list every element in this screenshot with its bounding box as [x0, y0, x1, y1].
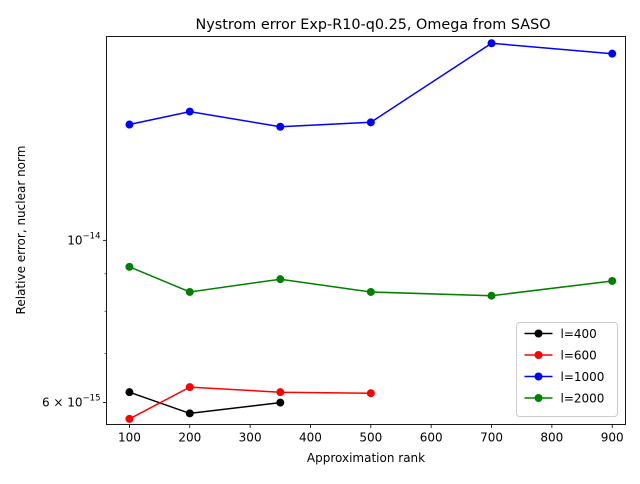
legend-item-l=400: l=400	[524, 327, 597, 341]
series-l=400	[125, 388, 285, 418]
data-point	[366, 118, 375, 127]
legend-label: l=400	[561, 327, 597, 341]
x-tick-label: 300	[239, 431, 262, 445]
series-line	[129, 42, 613, 128]
x-axis-label: Approximation rank	[307, 451, 425, 465]
legend-item-l=1000: l=1000	[524, 370, 605, 384]
data-point	[276, 122, 285, 131]
x-tick-label: 500	[359, 431, 382, 445]
data-point	[608, 276, 617, 285]
x-tick-label: 700	[480, 431, 503, 445]
series-l=600	[125, 383, 375, 423]
series-l=2000	[125, 262, 617, 300]
series-layer	[125, 39, 617, 423]
data-point	[366, 287, 375, 296]
data-point	[185, 409, 194, 418]
y-tick-label: 6 × 10−15	[42, 394, 101, 410]
y-tick-label: 10−14	[67, 231, 100, 247]
legend-marker	[534, 394, 543, 402]
data-point	[125, 414, 134, 423]
x-tick-label: 900	[601, 431, 624, 445]
data-point	[185, 107, 194, 116]
x-tick-label: 400	[299, 431, 322, 445]
data-point	[185, 287, 194, 296]
legend-marker	[534, 329, 543, 338]
data-point	[185, 383, 194, 392]
data-point	[125, 262, 134, 271]
legend-label: l=600	[561, 349, 597, 363]
data-point	[608, 49, 617, 58]
x-tick-label: 800	[540, 431, 563, 445]
legend-item-l=600: l=600	[524, 349, 597, 363]
data-point	[487, 291, 496, 300]
data-point	[276, 388, 285, 397]
legend-box	[516, 322, 618, 417]
series-line	[129, 391, 281, 415]
data-point	[366, 389, 375, 398]
legend-marker	[534, 351, 543, 359]
y-axis: 10−14 6 × 10−15	[42, 231, 107, 410]
legend: l=400 l=600 l=1000 l=2000	[516, 322, 618, 417]
chart-title: Nystrom error Exp-R10-q0.25, Omega from …	[195, 17, 550, 33]
series-l=1000	[125, 39, 617, 131]
x-tick-label: 100	[118, 431, 141, 445]
legend-marker	[534, 372, 543, 381]
legend-label: l=2000	[561, 392, 605, 406]
x-tick-label: 200	[178, 431, 201, 445]
data-point	[125, 120, 134, 129]
plot-area	[106, 36, 626, 425]
x-axis: 100 200 300 400 500 600 700 800 900	[118, 424, 624, 445]
data-point	[125, 388, 134, 397]
data-point	[276, 398, 285, 407]
series-line	[129, 266, 613, 297]
y-axis-label: Relative error, nuclear norm	[14, 146, 28, 315]
data-point	[487, 39, 496, 48]
x-tick-label: 600	[420, 431, 443, 445]
data-point	[276, 275, 285, 284]
legend-label: l=1000	[561, 370, 605, 384]
legend-item-l=2000: l=2000	[524, 392, 605, 406]
series-line	[129, 386, 371, 420]
